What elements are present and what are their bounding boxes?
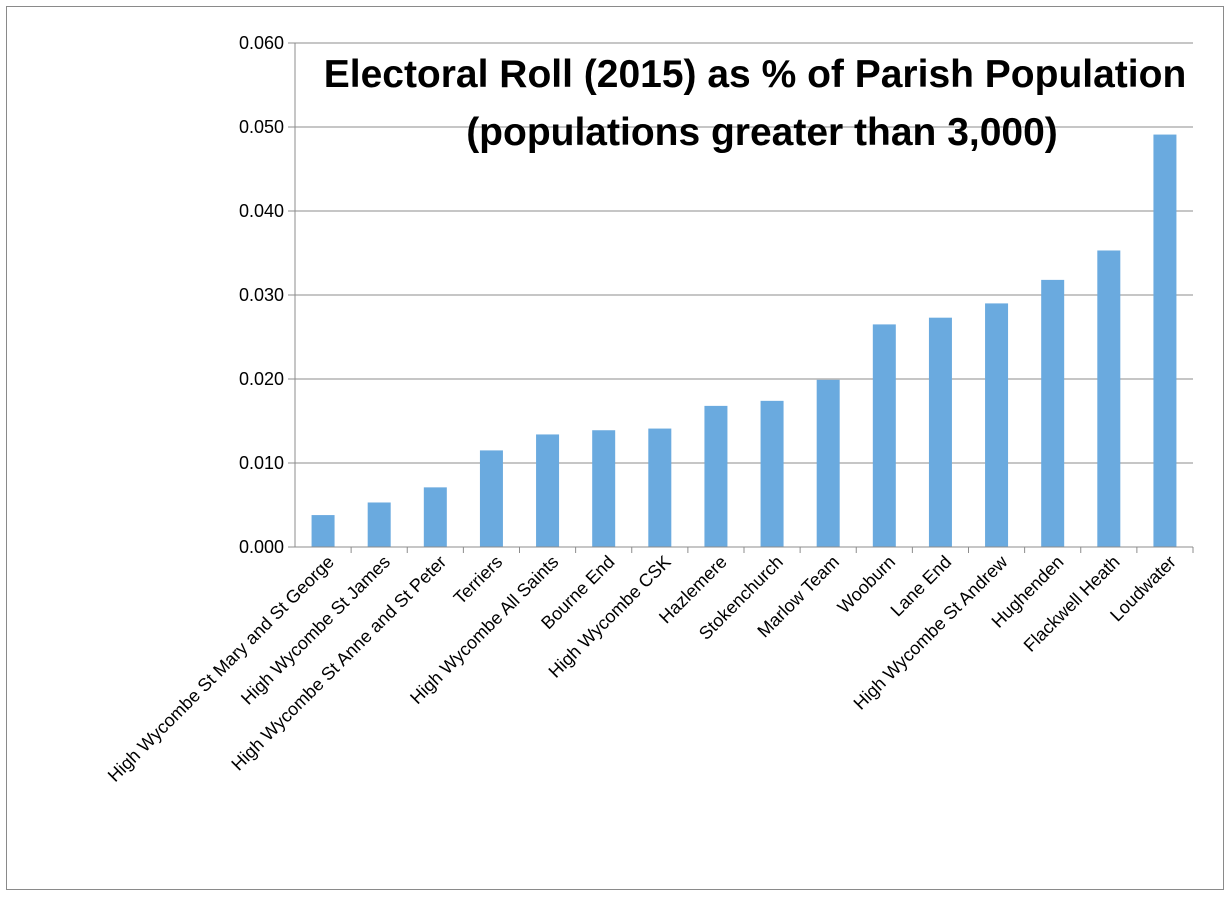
bar bbox=[872, 324, 896, 547]
bar bbox=[592, 430, 616, 547]
x-tick-label: High Wycombe St Mary and St George bbox=[104, 552, 338, 786]
x-tick-label: High Wycombe St Anne and St Peter bbox=[227, 552, 450, 775]
y-tick-labels: 0.000 0.010 0.020 0.030 0.040 0.050 0.060 bbox=[239, 33, 284, 557]
y-tick-label: 0.010 bbox=[239, 453, 284, 473]
bar bbox=[760, 400, 784, 547]
bar bbox=[1097, 250, 1121, 548]
y-tick-label: 0.060 bbox=[239, 33, 284, 53]
bar bbox=[985, 303, 1009, 547]
bar bbox=[367, 502, 391, 547]
bar bbox=[648, 428, 672, 547]
bars bbox=[311, 134, 1177, 548]
x-tick-label: Flackwell Heath bbox=[1020, 552, 1124, 656]
x-tick-label: Terriers bbox=[450, 552, 507, 609]
bar bbox=[928, 317, 952, 547]
bar bbox=[1153, 134, 1177, 547]
bar bbox=[536, 434, 560, 547]
axes bbox=[288, 42, 1194, 553]
bar bbox=[479, 450, 503, 547]
bar bbox=[311, 515, 335, 547]
chart-title-line-2: (populations greater than 3,000) bbox=[466, 111, 1058, 154]
y-tick-label: 0.000 bbox=[239, 537, 284, 557]
y-tick-label: 0.020 bbox=[239, 369, 284, 389]
chart-title-line-1: Electoral Roll (2015) as % of Parish Pop… bbox=[324, 53, 1187, 96]
y-tick-label: 0.050 bbox=[239, 117, 284, 137]
bar bbox=[1041, 279, 1065, 547]
bar bbox=[816, 379, 840, 547]
y-tick-label: 0.030 bbox=[239, 285, 284, 305]
y-tick-label: 0.040 bbox=[239, 201, 284, 221]
bar bbox=[704, 405, 728, 547]
bar bbox=[423, 487, 447, 547]
